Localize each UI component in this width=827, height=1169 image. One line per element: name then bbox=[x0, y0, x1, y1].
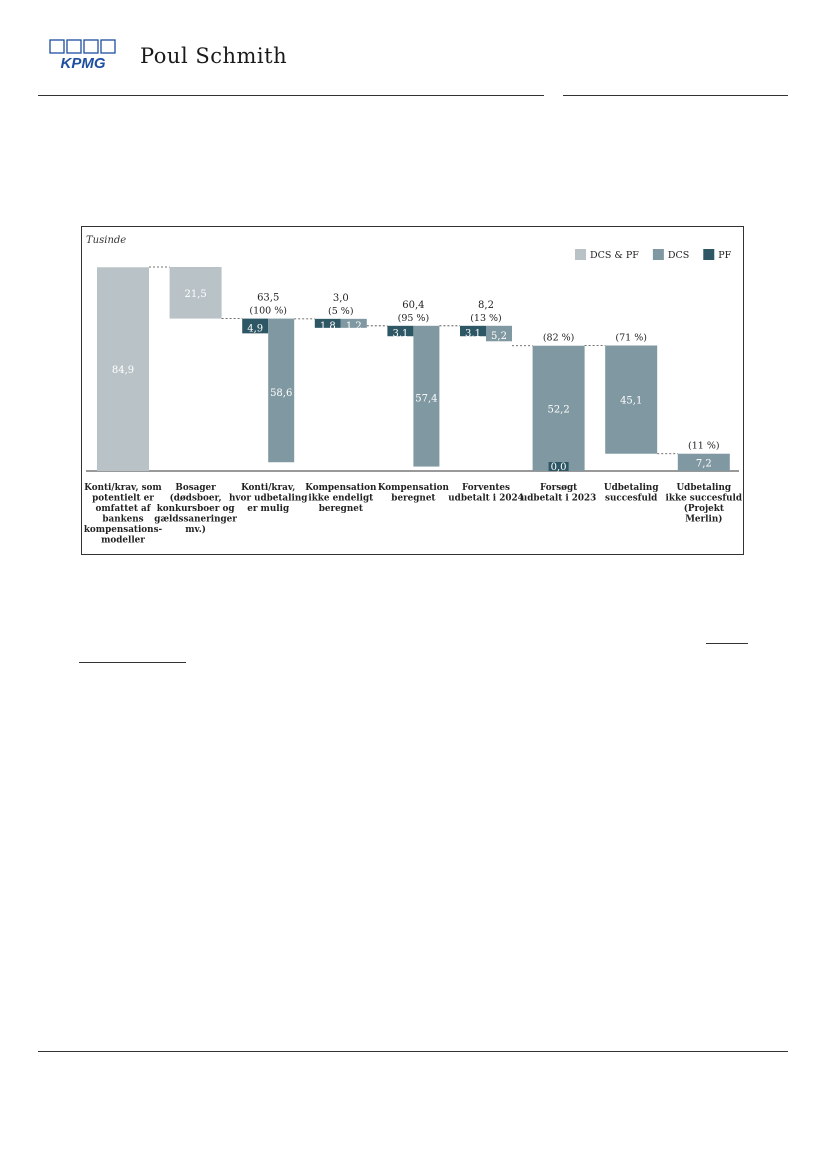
bar-segment bbox=[413, 325, 440, 467]
legend-swatch bbox=[652, 249, 664, 260]
category-label: kompensations- bbox=[84, 525, 163, 535]
bar-value-label: 7,2 bbox=[696, 458, 712, 469]
kpmg-logo: KPMG bbox=[49, 39, 116, 72]
category-label: omfattet af bbox=[96, 504, 152, 514]
bar-value-label: 3,1 bbox=[465, 329, 481, 340]
bar-value-label: 21,5 bbox=[184, 289, 206, 300]
category-label: beregnet bbox=[391, 494, 436, 504]
footer-rule bbox=[38, 1051, 788, 1052]
category-label: udbetalt i 2024 bbox=[448, 494, 523, 504]
bar-total-label: 63,5 bbox=[257, 293, 279, 304]
bar-segment bbox=[97, 267, 149, 471]
waterfall-chart: DCS & PF DCS PF 84,9 Konti/krav, sompotentie… bbox=[84, 249, 742, 546]
bar-value-label: 1,2 bbox=[346, 321, 362, 332]
bar-value-label: 57,4 bbox=[415, 394, 437, 405]
category-label: gældssaneringer bbox=[154, 515, 237, 525]
brand-name: Poul Schmith bbox=[140, 44, 288, 68]
bar-value-label: 3,1 bbox=[392, 329, 408, 340]
chart-frame: Tusinde DCS & PF DCS PF 84,9 Konti/krav, som… bbox=[81, 226, 744, 555]
category-label: Forsøgt bbox=[540, 483, 578, 493]
bar-segment bbox=[532, 345, 585, 471]
bar-segment bbox=[268, 318, 295, 463]
bar-percent-label: (71 %) bbox=[615, 332, 647, 343]
category-label: udbetalt i 2023 bbox=[521, 494, 596, 504]
bar-percent-label: (100 %) bbox=[249, 306, 287, 317]
bar-segment bbox=[605, 345, 658, 454]
legend-swatch bbox=[703, 249, 715, 260]
bar-segment bbox=[677, 453, 730, 471]
bar-percent-label: (11 %) bbox=[688, 441, 720, 452]
category-label: potentielt er bbox=[92, 494, 154, 504]
legend-label: DCS bbox=[668, 250, 689, 261]
bar-value-label: 5,2 bbox=[491, 331, 507, 342]
bar-segment bbox=[242, 318, 269, 334]
legend-label: DCS & PF bbox=[590, 250, 639, 261]
category-label: Merlin) bbox=[685, 514, 722, 525]
category-label: ikke endeligt bbox=[308, 494, 374, 504]
bar-segment bbox=[387, 325, 414, 337]
bar-total-label: 60,4 bbox=[402, 300, 424, 311]
bar-percent-label: (95 %) bbox=[398, 313, 430, 324]
category-label: bankens bbox=[102, 515, 143, 525]
category-label: modeller bbox=[101, 536, 145, 546]
category-label: Kompensation bbox=[305, 483, 377, 493]
category-label: (Projekt bbox=[684, 503, 725, 514]
category-label: succesfuld bbox=[605, 494, 657, 504]
bar-segment bbox=[314, 318, 341, 328]
category-label: Bosager bbox=[175, 483, 216, 493]
svg-text:KPMG: KPMG bbox=[61, 55, 106, 72]
footnote-link-underline bbox=[706, 643, 748, 644]
bar-value-label: 0,0 bbox=[551, 462, 567, 473]
bar-value-label: 84,9 bbox=[112, 365, 134, 376]
header-rule-right bbox=[563, 95, 788, 96]
bar-total-label: 8,2 bbox=[478, 300, 494, 311]
category-label: Konti/krav, som bbox=[84, 483, 162, 493]
unit-label: Tusinde bbox=[86, 235, 127, 246]
bar-segment bbox=[340, 318, 367, 328]
category-label: beregnet bbox=[319, 504, 364, 514]
bar-segment bbox=[548, 462, 569, 471]
category-label: ikke succesfuld bbox=[666, 494, 742, 504]
bar-percent-label: (82 %) bbox=[543, 333, 575, 344]
footnote-link-underline bbox=[79, 662, 186, 663]
category-label: (dødsboer, bbox=[170, 493, 222, 504]
bar-value-label: 52,2 bbox=[547, 404, 569, 415]
bar-segment bbox=[460, 325, 486, 337]
category-label: mv.) bbox=[185, 524, 206, 535]
legend-label: PF bbox=[718, 250, 731, 261]
category-label: hvor udbetaling bbox=[229, 494, 307, 504]
header-rule-left bbox=[38, 95, 544, 96]
category-label: Kompensation bbox=[378, 483, 450, 493]
bar-value-label: 4,9 bbox=[247, 323, 263, 334]
category-label: Konti/krav, bbox=[241, 483, 295, 493]
bar-value-label: 58,6 bbox=[270, 388, 292, 399]
category-label: Udbetaling bbox=[604, 483, 659, 493]
legend-swatch bbox=[575, 249, 586, 260]
bar-segment bbox=[486, 325, 512, 342]
category-label: er mulig bbox=[247, 504, 289, 514]
bar-segment bbox=[169, 267, 222, 319]
category-label: Udbetaling bbox=[677, 483, 732, 493]
bar-percent-label: (5 %) bbox=[328, 306, 354, 317]
category-label: Forventes bbox=[462, 483, 510, 493]
bar-value-label: 1,8 bbox=[320, 321, 336, 332]
bar-total-label: 3,0 bbox=[333, 293, 349, 304]
bar-percent-label: (13 %) bbox=[470, 313, 502, 324]
bar-value-label: 45,1 bbox=[620, 396, 642, 407]
category-label: konkursboer og bbox=[157, 504, 235, 514]
